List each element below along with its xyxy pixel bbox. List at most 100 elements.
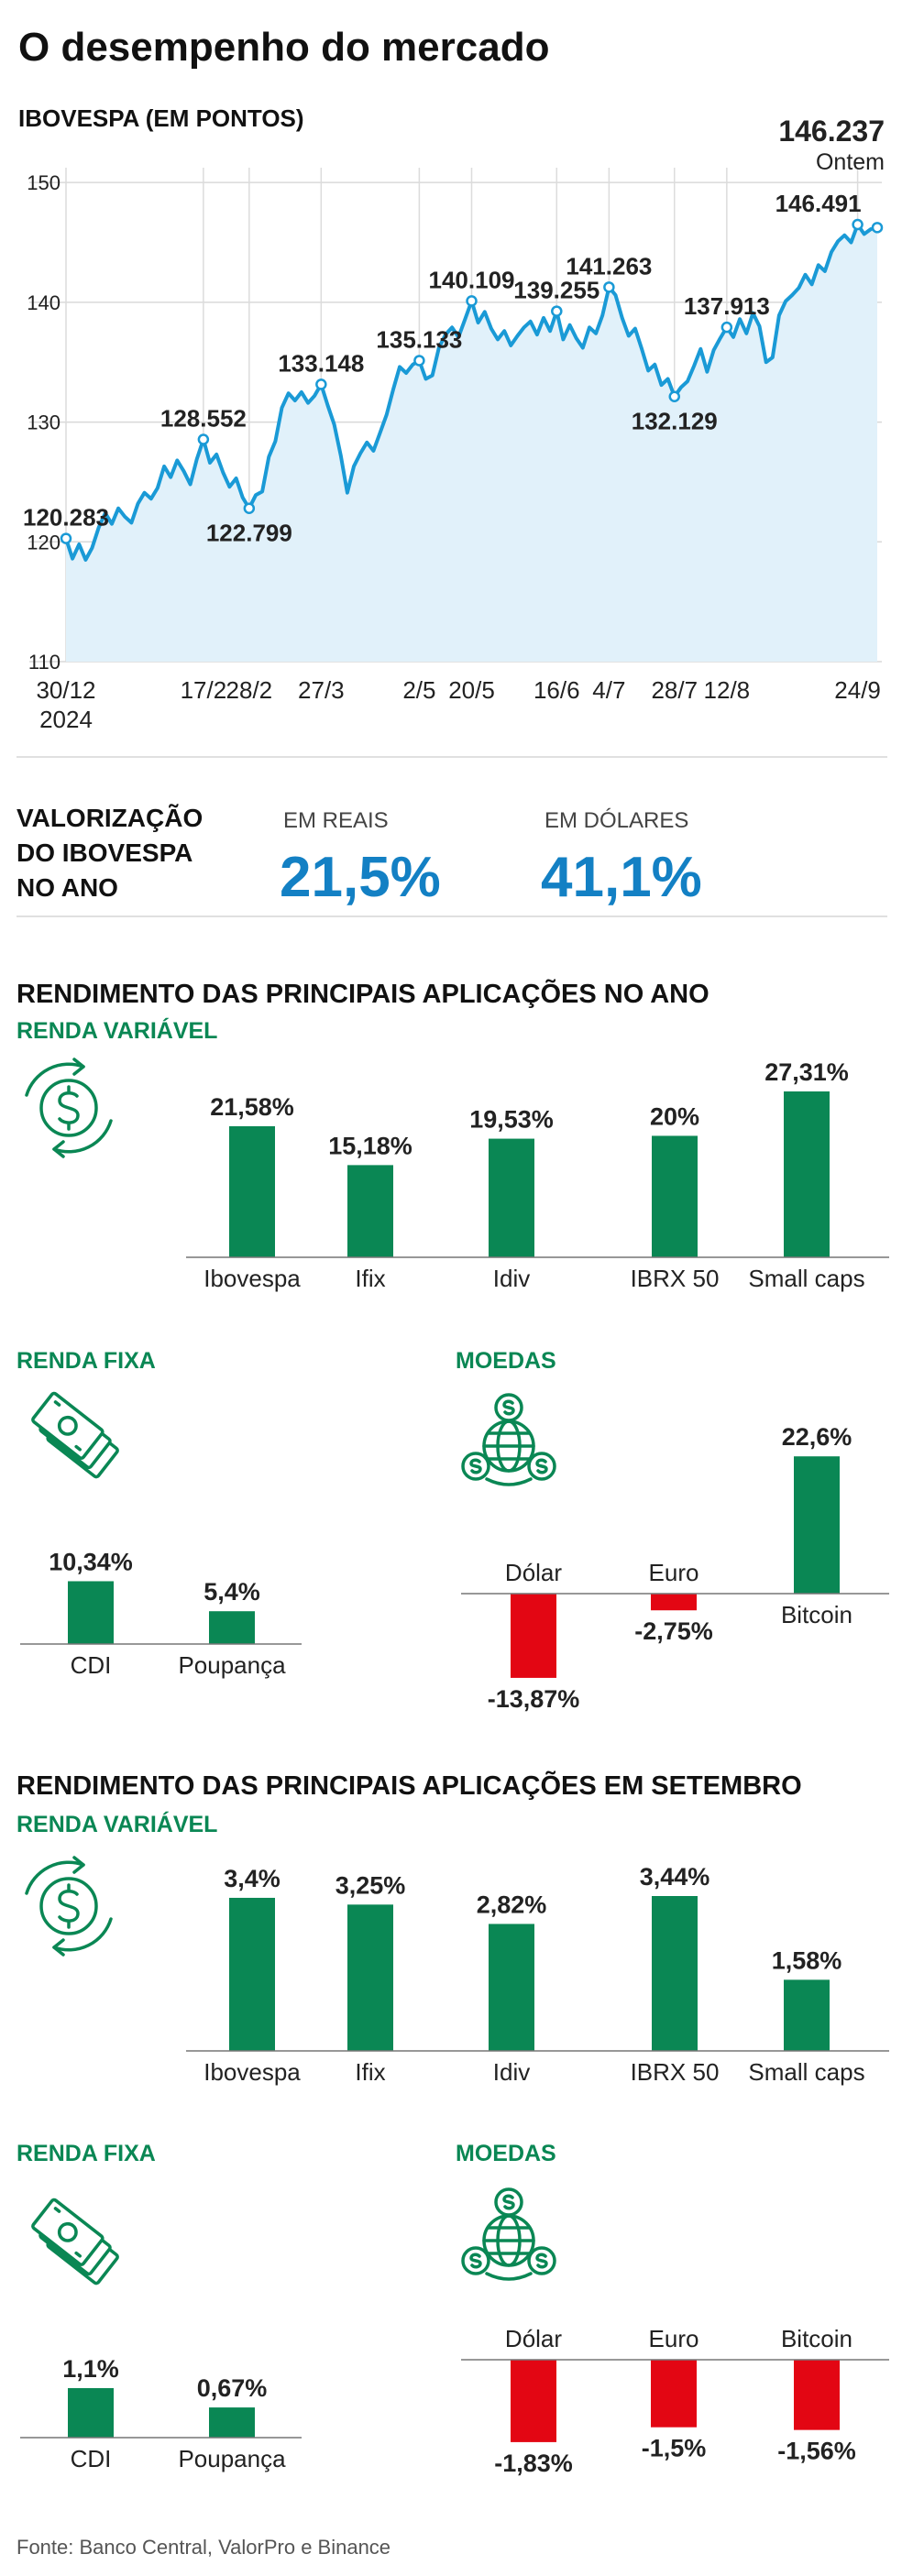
point — [413, 355, 425, 367]
bar — [347, 1904, 393, 2051]
value-label: 15,18% — [328, 1132, 412, 1159]
value-label: -1,83% — [494, 2450, 573, 2477]
point — [668, 390, 680, 402]
category-label: Euro — [649, 1559, 699, 1586]
y-tick-label: 140 — [27, 291, 60, 314]
point-label: 135.133 — [376, 325, 462, 353]
highlight-key: EM REAIS — [283, 808, 389, 833]
section-title: RENDIMENTO DAS PRINCIPAIS APLICAÇÕES EM … — [16, 1770, 802, 1801]
point-label: 141.263 — [566, 252, 652, 280]
y-tick-label: 120 — [27, 531, 60, 554]
icon-globe — [461, 2187, 556, 2281]
x-tick-label: 17/2 — [181, 676, 227, 704]
x-tick-label: 27/3 — [298, 676, 345, 704]
highlight-label: NO ANO — [16, 873, 118, 902]
category-label: Ifix — [355, 1265, 385, 1292]
latest-value-label: 146.237 — [778, 115, 885, 148]
point — [871, 222, 884, 234]
point — [243, 502, 256, 514]
latest-note: Ontem — [816, 149, 885, 175]
group-title: RENDA VARIÁVEL — [16, 1017, 217, 1044]
point — [551, 305, 563, 317]
bar — [489, 1924, 534, 2051]
x-tick-label: 12/8 — [704, 676, 751, 704]
group-title: MOEDAS — [456, 1348, 556, 1374]
section-title: RENDIMENTO DAS PRINCIPAIS APLICAÇÕES NO … — [16, 978, 710, 1009]
category-label: Bitcoin — [781, 2325, 852, 2352]
value-label: 19,53% — [469, 1106, 554, 1134]
category-label: Bitcoin — [781, 1601, 852, 1628]
bar — [347, 1165, 393, 1257]
icon-bills — [29, 2197, 121, 2286]
highlight-label: VALORIZAÇÃO — [16, 804, 203, 832]
category-label: IBRX 50 — [631, 2058, 720, 2086]
point — [466, 295, 478, 307]
bar — [68, 2387, 114, 2438]
point-label: 122.799 — [206, 520, 292, 547]
category-label: Small caps — [748, 1265, 864, 1292]
category-label: Ifix — [355, 2058, 385, 2086]
bar — [229, 1897, 275, 2051]
bar — [209, 1611, 255, 1644]
bar — [794, 1456, 840, 1594]
y-tick-label: 110 — [28, 651, 60, 674]
category-label: CDI — [71, 2445, 112, 2472]
highlight-key: EM DÓLARES — [544, 808, 688, 833]
bar — [229, 1125, 275, 1257]
x-tick-label: 16/6 — [534, 676, 580, 704]
point-label: 128.552 — [160, 404, 247, 432]
value-label: 3,44% — [640, 1863, 710, 1891]
point — [603, 281, 615, 293]
x-tick-label: 4/7 — [592, 676, 625, 704]
value-label: 3,25% — [336, 1871, 406, 1899]
category-label: Dólar — [505, 1559, 562, 1586]
value-label: 3,4% — [224, 1865, 280, 1892]
category-label: CDI — [71, 1651, 112, 1679]
x-tick-label: 24/9 — [834, 676, 881, 704]
point — [60, 532, 72, 544]
category-label: Ibovespa — [204, 2058, 301, 2086]
x-tick-label: 28/7 — [651, 676, 698, 704]
value-label: 22,6% — [782, 1423, 852, 1451]
x-tick-label: 30/12 — [36, 676, 95, 704]
category-label: Small caps — [748, 2058, 864, 2086]
icon-cycle — [25, 1058, 113, 1158]
category-label: Ibovespa — [204, 1265, 301, 1292]
category-label: IBRX 50 — [631, 1265, 720, 1292]
chart-title: IBOVESPA (EM PONTOS) — [18, 104, 304, 132]
value-label: 1,1% — [62, 2355, 119, 2383]
point-label: 120.283 — [23, 504, 109, 532]
bar — [511, 2360, 556, 2442]
bar — [651, 1594, 697, 1611]
point — [852, 218, 864, 231]
x-year-label: 2024 — [39, 706, 93, 733]
bar — [784, 1979, 830, 2051]
point — [197, 433, 210, 445]
x-tick-label: 2/5 — [402, 676, 435, 704]
x-tick-label: 20/5 — [448, 676, 495, 704]
point-label: 132.129 — [632, 408, 718, 435]
bar — [784, 1091, 830, 1257]
value-label: -2,75% — [634, 1617, 713, 1645]
category-label: Poupança — [178, 1651, 286, 1679]
point — [720, 321, 733, 334]
value-label: -13,87% — [488, 1685, 580, 1713]
category-label: Euro — [649, 2325, 699, 2352]
bar — [652, 1135, 698, 1257]
x-tick-label: 28/2 — [226, 676, 273, 704]
bar — [511, 1594, 556, 1678]
category-label: Dólar — [505, 2325, 562, 2352]
value-label: 27,31% — [764, 1058, 849, 1086]
icon-cycle — [25, 1856, 113, 1957]
source: Fonte: Banco Central, ValorPro e Binance — [16, 2536, 390, 2559]
group-title: RENDA FIXA — [16, 2141, 156, 2166]
value-label: 0,67% — [197, 2374, 268, 2402]
group-title: MOEDAS — [456, 2141, 556, 2166]
icon-globe — [461, 1393, 556, 1486]
bar — [209, 2407, 255, 2438]
icon-bills — [29, 1390, 121, 1480]
category-label: Idiv — [493, 2058, 530, 2086]
value-label: 21,58% — [210, 1093, 294, 1121]
